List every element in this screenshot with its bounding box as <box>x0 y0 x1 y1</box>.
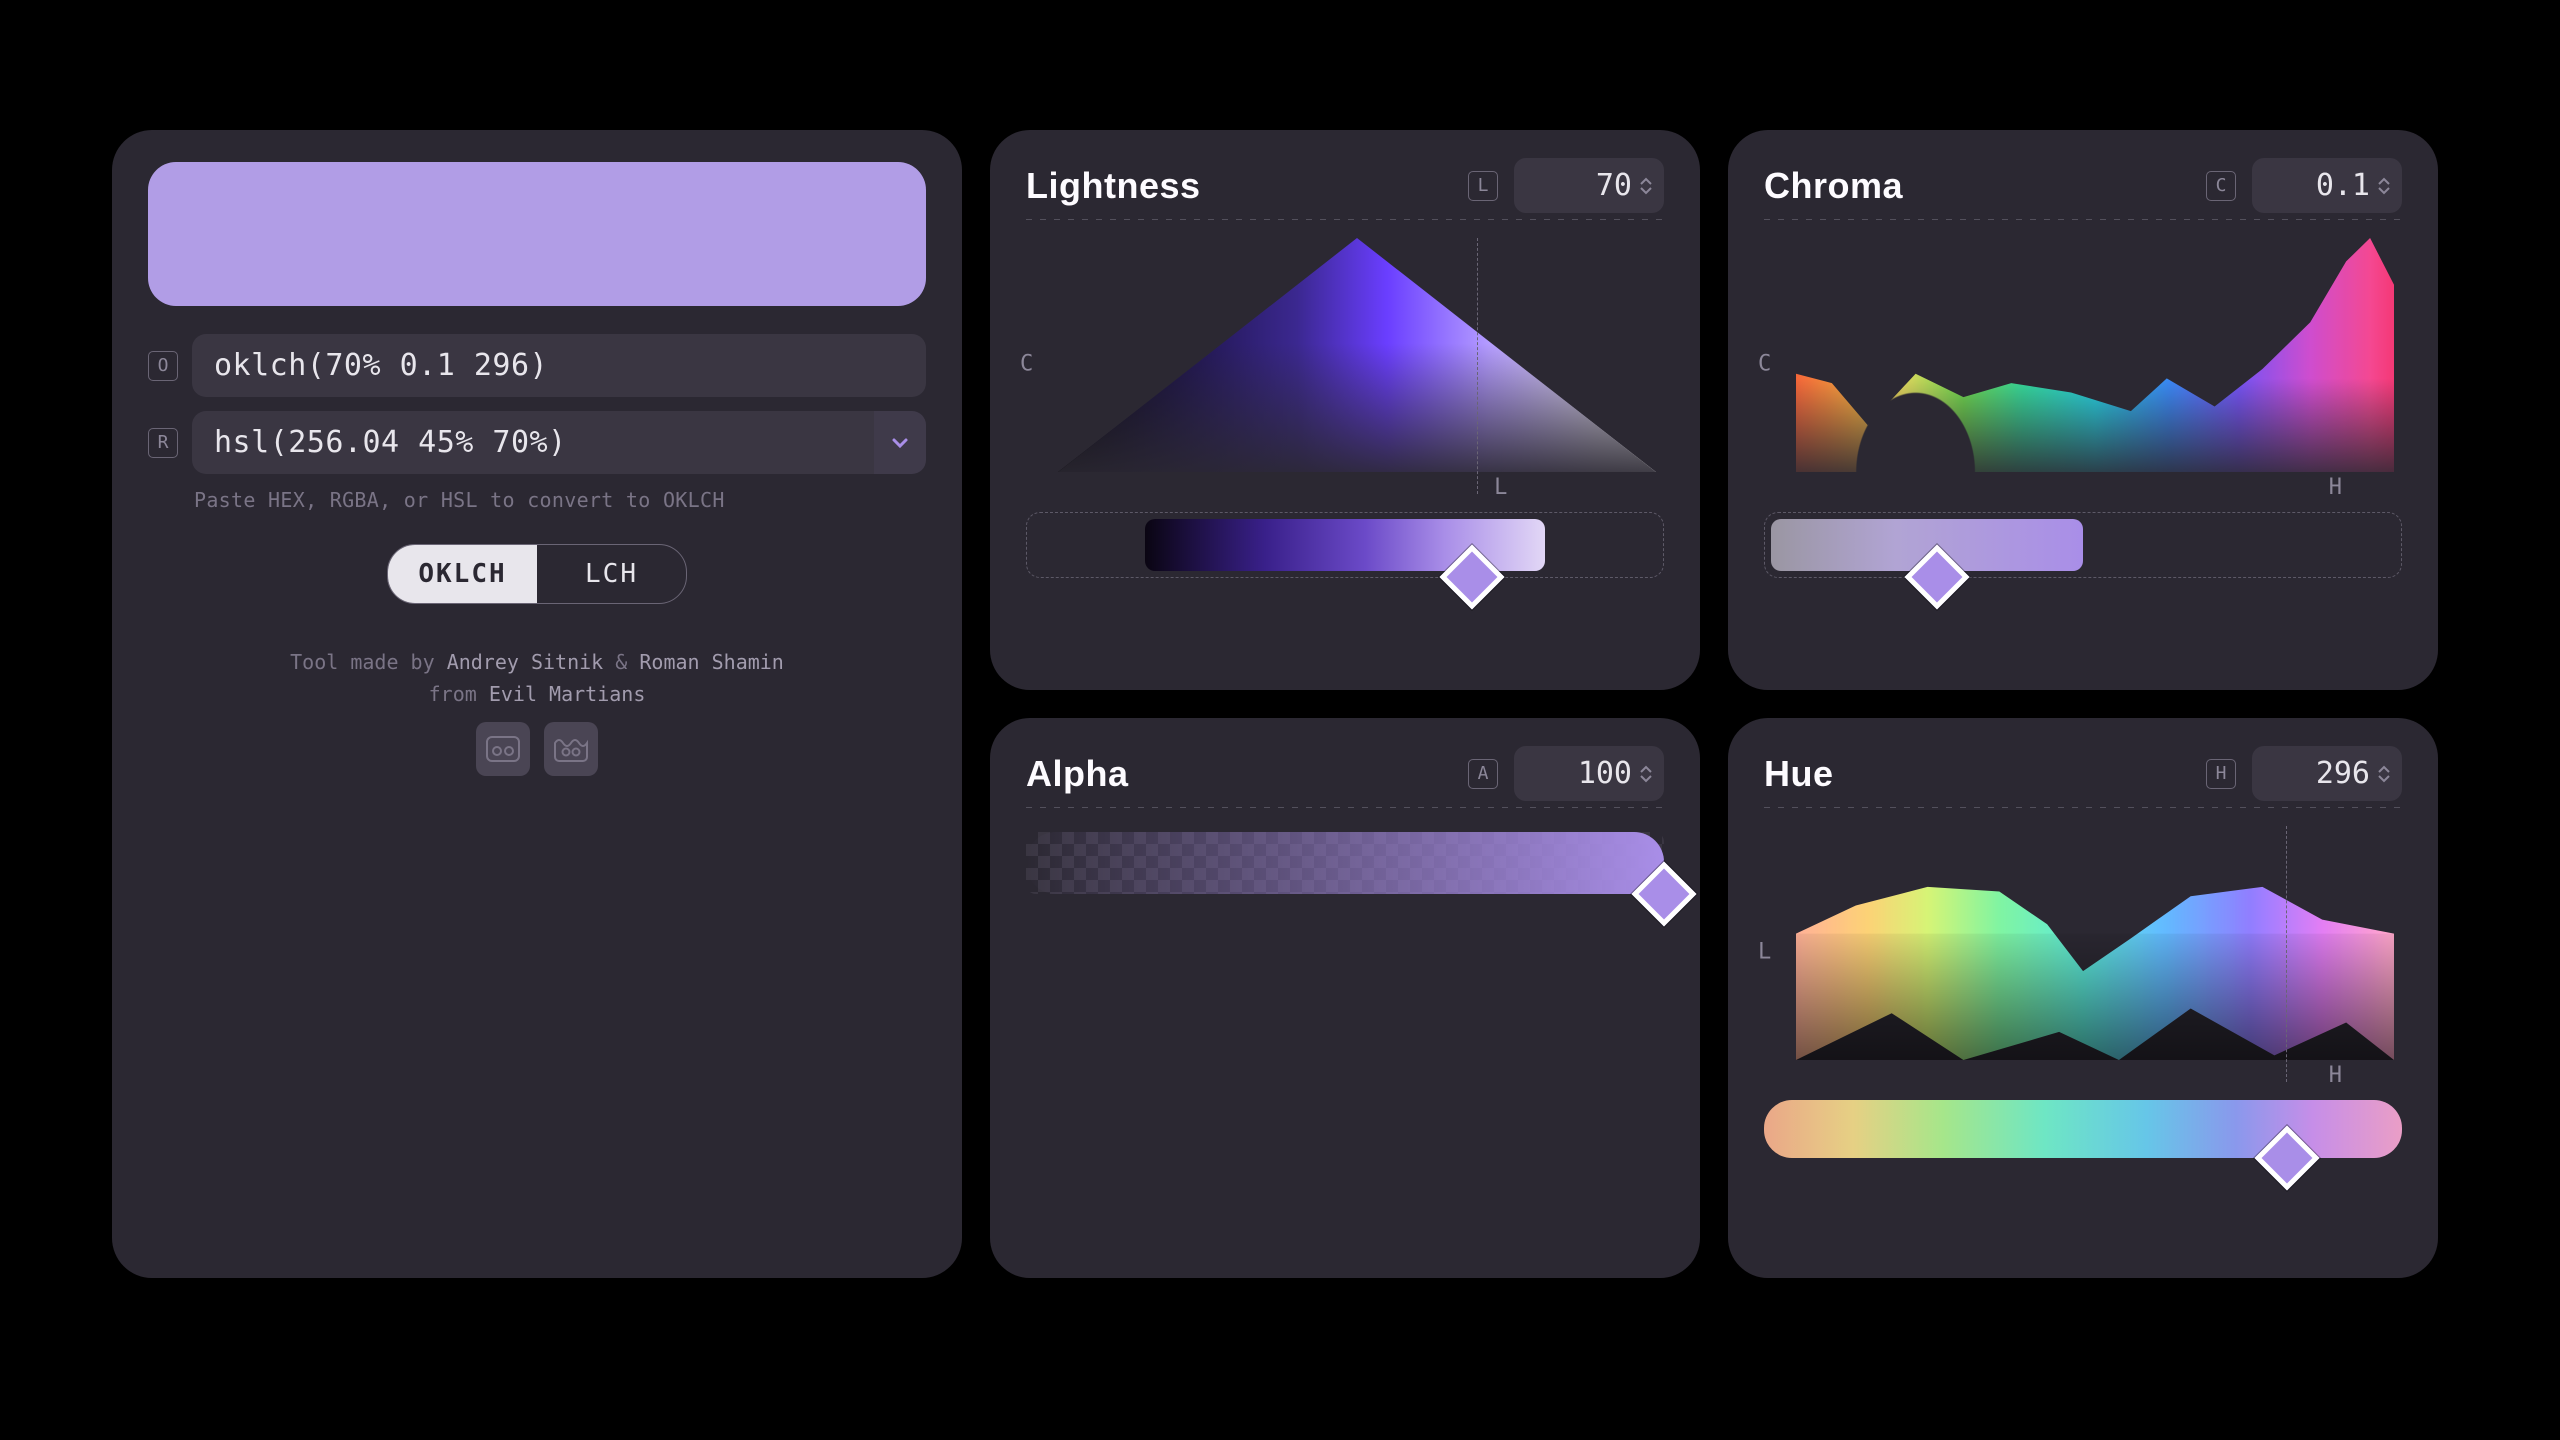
lightness-title: Lightness <box>1026 165 1201 207</box>
credit-org[interactable]: Evil Martians <box>489 682 646 706</box>
oklch-shortcut-key: O <box>148 351 178 381</box>
hue-value: 296 <box>2316 756 2370 791</box>
toggle-oklch[interactable]: OKLCH <box>388 545 537 603</box>
credits: Tool made by Andrey Sitnik & Roman Shami… <box>148 646 926 776</box>
alpha-title: Alpha <box>1026 753 1129 795</box>
hue-shortcut-key: H <box>2206 759 2236 789</box>
alpha-shortcut-key: A <box>1468 759 1498 789</box>
alpha-slider[interactable] <box>1026 832 1664 894</box>
axis-label-y: C <box>1020 352 1033 377</box>
lightness-slider[interactable] <box>1026 512 1664 578</box>
lightness-panel: Lightness L 70 C L <box>990 130 1700 690</box>
axis-label-y: L <box>1758 940 1771 965</box>
axis-label-y: C <box>1758 352 1771 377</box>
alpha-panel: Alpha A 100 <box>990 718 1700 1278</box>
spinner-icon[interactable] <box>1640 177 1652 195</box>
main-panel: O oklch(70% 0.1 296) R hsl(256.04 45% 70… <box>112 130 962 1278</box>
paste-hint: Paste HEX, RGBA, or HSL to convert to OK… <box>194 488 926 512</box>
oklch-field-row: O oklch(70% 0.1 296) <box>148 334 926 397</box>
hue-chart[interactable]: L H <box>1764 822 2402 1082</box>
rgb-input[interactable]: hsl(256.04 45% 70%) <box>192 411 874 474</box>
format-dropdown-button[interactable] <box>874 411 926 474</box>
chroma-value-field[interactable]: 0.1 <box>2252 158 2402 213</box>
chroma-title: Chroma <box>1764 165 1903 207</box>
spinner-icon[interactable] <box>1640 765 1652 783</box>
lightness-value: 70 <box>1596 168 1632 203</box>
chevron-down-icon <box>891 434 909 452</box>
toggle-lch[interactable]: LCH <box>537 545 686 603</box>
lightness-chart[interactable]: C L <box>1026 234 1664 494</box>
spinner-icon[interactable] <box>2378 765 2390 783</box>
hue-panel: Hue H 296 L H <box>1728 718 2438 1278</box>
hue-slider[interactable] <box>1764 1100 2402 1158</box>
chroma-shortcut-key: C <box>2206 171 2236 201</box>
model-toggle: OKLCH LCH <box>387 544 687 604</box>
axis-label-x: H <box>2329 1063 2342 1088</box>
axis-label-x: L <box>1494 475 1507 500</box>
credit-text: Tool made by <box>290 650 447 674</box>
chroma-panel: Chroma C 0.1 C H <box>1728 130 2438 690</box>
credit-logos <box>148 722 926 776</box>
rgb-field-row: R hsl(256.04 45% 70%) <box>148 411 926 474</box>
color-swatch <box>148 162 926 306</box>
hue-value-field[interactable]: 296 <box>2252 746 2402 801</box>
lightness-value-field[interactable]: 70 <box>1514 158 1664 213</box>
alpha-value: 100 <box>1578 756 1632 791</box>
chroma-chart[interactable]: C H <box>1764 234 2402 494</box>
spinner-icon[interactable] <box>2378 177 2390 195</box>
alpha-value-field[interactable]: 100 <box>1514 746 1664 801</box>
rgb-shortcut-key: R <box>148 428 178 458</box>
chroma-value: 0.1 <box>2316 168 2370 203</box>
lightness-shortcut-key: L <box>1468 171 1498 201</box>
credit-author-b[interactable]: Roman Shamin <box>639 650 784 674</box>
chroma-slider[interactable] <box>1764 512 2402 578</box>
credit-author-a[interactable]: Andrey Sitnik <box>447 650 604 674</box>
robot-icon <box>544 722 598 776</box>
oklch-input[interactable]: oklch(70% 0.1 296) <box>192 334 926 397</box>
hue-title: Hue <box>1764 753 1834 795</box>
axis-label-x: H <box>2329 475 2342 500</box>
robot-icon <box>476 722 530 776</box>
